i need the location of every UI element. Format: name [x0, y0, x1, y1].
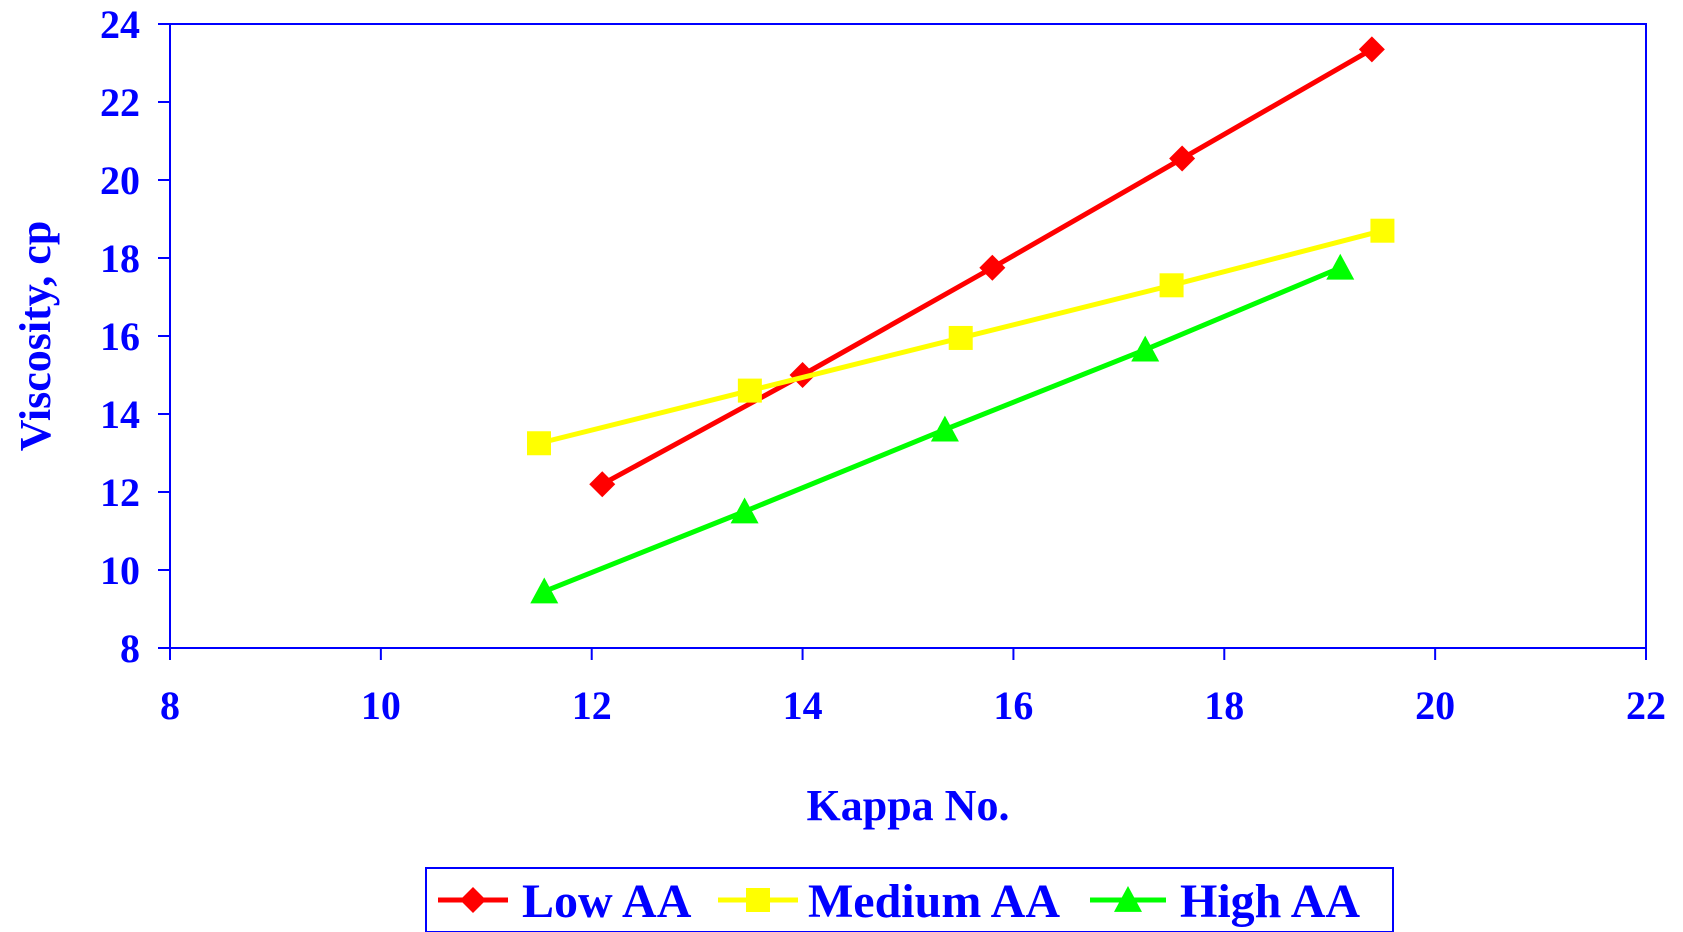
data-point-high-aa	[930, 415, 959, 442]
data-point-low-aa	[1169, 145, 1196, 172]
x-axis-ticks: 8 10 12 14 16 18 20 22	[160, 648, 1666, 728]
x-tick-label: 8	[160, 683, 180, 728]
x-tick-label: 12	[572, 683, 612, 728]
legend-item-medium-aa: Medium AA	[718, 875, 1060, 928]
y-tick-label: 12	[100, 470, 140, 515]
data-point-medium-aa	[527, 431, 551, 456]
series-medium-aa	[527, 218, 1395, 456]
data-point-high-aa	[1326, 253, 1355, 280]
legend-marker-medium-aa	[746, 888, 770, 912]
y-tick-label: 14	[100, 392, 140, 437]
y-tick-label: 8	[120, 626, 140, 671]
series-high-aa	[530, 253, 1355, 604]
data-point-high-aa	[730, 497, 759, 524]
data-point-high-aa	[1131, 335, 1160, 362]
y-tick-label: 20	[100, 158, 140, 203]
x-tick-label: 20	[1415, 683, 1455, 728]
legend: Low AA Medium AA High AA	[425, 867, 1394, 932]
y-tick-label: 18	[100, 236, 140, 281]
x-tick-label: 14	[783, 683, 823, 728]
x-tick-label: 22	[1626, 683, 1666, 728]
x-tick-label: 16	[993, 683, 1033, 728]
x-axis-title: Kappa No.	[807, 781, 1010, 830]
series-low-aa	[589, 36, 1385, 498]
data-point-low-aa	[979, 254, 1006, 281]
legend-marker-high-aa	[1114, 886, 1142, 912]
x-tick-label: 10	[361, 683, 401, 728]
legend-box	[425, 867, 1394, 932]
y-tick-label: 16	[100, 314, 140, 359]
data-point-medium-aa	[737, 378, 762, 403]
data-point-medium-aa	[1370, 218, 1395, 243]
legend-item-high-aa: High AA	[1090, 875, 1360, 928]
y-tick-label: 22	[100, 80, 140, 125]
plot-area	[169, 23, 1647, 649]
y-axis-title: Viscosity, cp	[11, 221, 60, 452]
legend-item-low-aa: Low AA	[438, 875, 692, 928]
legend-label-high-aa: High AA	[1180, 875, 1360, 928]
y-axis-ticks: 8 10 12 14 16 18 20 22 24	[100, 2, 170, 671]
data-point-low-aa	[1358, 36, 1385, 63]
data-point-medium-aa	[1159, 273, 1184, 298]
legend-label-medium-aa: Medium AA	[808, 875, 1060, 928]
data-point-medium-aa	[948, 325, 973, 350]
legend-label-low-aa: Low AA	[522, 875, 692, 928]
y-tick-label: 24	[100, 2, 140, 47]
data-point-low-aa	[589, 471, 616, 498]
y-tick-label: 10	[100, 548, 140, 593]
series-layer	[527, 36, 1395, 604]
data-point-high-aa	[530, 577, 559, 604]
legend-marker-low-aa	[460, 887, 486, 913]
x-tick-label: 18	[1204, 683, 1244, 728]
